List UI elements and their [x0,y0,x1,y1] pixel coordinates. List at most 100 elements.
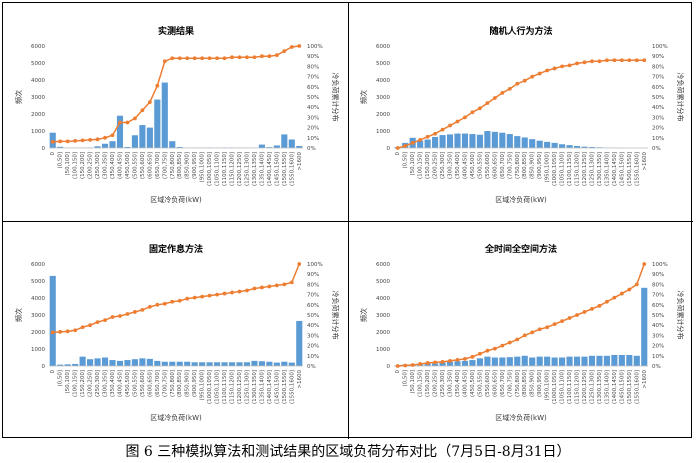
cumulative-point [80,138,85,143]
y-tick-label: 2000 [376,330,390,336]
bar [266,361,273,366]
cumulative-point [185,56,190,61]
cumulative-point [545,325,550,330]
x-tick-label: (1200,1250] [237,152,243,186]
bar [131,135,138,148]
cumulative-point [478,106,482,111]
x-tick-label: (900,950] [537,370,543,397]
x-tick-label: (1350,1400] [259,370,265,404]
bar [266,147,273,148]
cumulative-point [455,357,460,362]
cumulative-point [455,119,460,124]
bar [536,140,543,148]
cumulative-point [147,100,152,104]
bar [64,364,71,366]
x-tick-label: (1150,1200] [575,152,581,186]
cumulative-line [397,59,645,149]
y2-tick-label: 80% [652,282,664,288]
cumulative-point [58,139,63,144]
y2-tick-label: 100% [307,262,323,268]
bar [521,355,528,366]
cumulative-point [507,340,512,345]
cumulative-point [575,61,579,66]
x-tick-label: (250,300] [440,152,446,179]
cumulative-point [192,56,197,61]
cumulative-point [605,58,609,63]
y2-tick-label: 40% [652,105,664,111]
bar [251,360,258,366]
y-tick-label: 4000 [376,296,390,302]
x-tick-label: (500,550] [477,370,483,397]
y2-axis-label: 冷负荷累计分布 [676,291,685,340]
cumulative-point [133,116,137,121]
y-tick-label: 0 [42,364,46,370]
y2-tick-label: 20% [652,344,664,350]
x-tick-label: (300,350] [448,152,454,179]
x-tick-label: (150,200] [80,152,86,179]
bar [288,139,295,148]
y2-tick-label: 10% [307,354,319,360]
x-tick-label: (700,750] [162,370,168,397]
x-tick-label: (850,900] [530,152,536,179]
x-tick-label: (150,200] [80,370,86,397]
cumulative-point [403,363,408,368]
x-axis-label: 区域冷负荷(kW) [150,413,202,422]
x-tick-label: (750,800] [515,370,521,397]
cumulative-point [522,78,527,83]
bar [446,361,454,366]
x-tick-label: (400,450] [117,370,123,397]
cumulative-point [274,53,279,58]
cumulative-point [95,137,100,142]
cumulative-point [133,310,137,314]
cumulative-line [52,45,300,143]
bar [551,142,558,148]
bar [184,361,191,366]
bar [154,99,161,148]
bar [506,134,513,148]
cumulative-point [237,55,242,60]
y2-tick-label: 50% [307,95,319,101]
bar [296,145,303,148]
cumulative-point [440,360,445,364]
x-tick-label: (600,650] [147,370,153,397]
x-tick-label: (300,350] [103,370,109,397]
x-tick-label: (950,1000] [545,152,551,183]
cumulative-point [418,362,423,366]
x-tick-label: (1150,1200] [575,370,581,404]
x-tick-label: (950,1000] [200,152,206,183]
y-tick-label: 1000 [376,129,390,135]
bar [469,134,476,148]
cumulative-point [177,298,182,303]
bar [49,275,56,366]
cumulative-point [245,55,249,60]
bar [243,362,251,366]
y2-tick-label: 60% [652,303,664,309]
x-tick-label: (1550,1600] [289,370,295,404]
bar [596,355,603,366]
bar [199,362,206,366]
cumulative-point [642,58,647,63]
figure-caption: 图 6 三种模拟算法和测试结果的区域负荷分布对比（7月5日-8月31日） [125,444,571,460]
bar [521,137,528,148]
y-tick-label: 3000 [31,313,45,319]
y2-tick-label: 90% [652,54,664,60]
bar [109,141,116,148]
bar [57,364,64,366]
cumulative-point [612,58,617,63]
cumulative-point [50,330,55,335]
y-tick-label: 0 [387,146,391,152]
bar [499,357,506,366]
y-axis-label: 频次 [359,308,368,322]
x-tick-label: (1250,1300] [589,152,595,186]
cumulative-point [537,327,542,332]
cumulative-point [537,71,542,76]
x-tick-label: (800,850] [522,370,528,397]
y2-tick-label: 100% [652,44,668,50]
bar [72,363,79,366]
x-tick-label: >1600 [297,370,303,389]
bar [476,134,483,148]
cumulative-point [125,312,130,316]
cumulative-point [582,60,587,65]
x-tick-label: 0 [50,152,56,156]
figure-frame [2,2,693,439]
